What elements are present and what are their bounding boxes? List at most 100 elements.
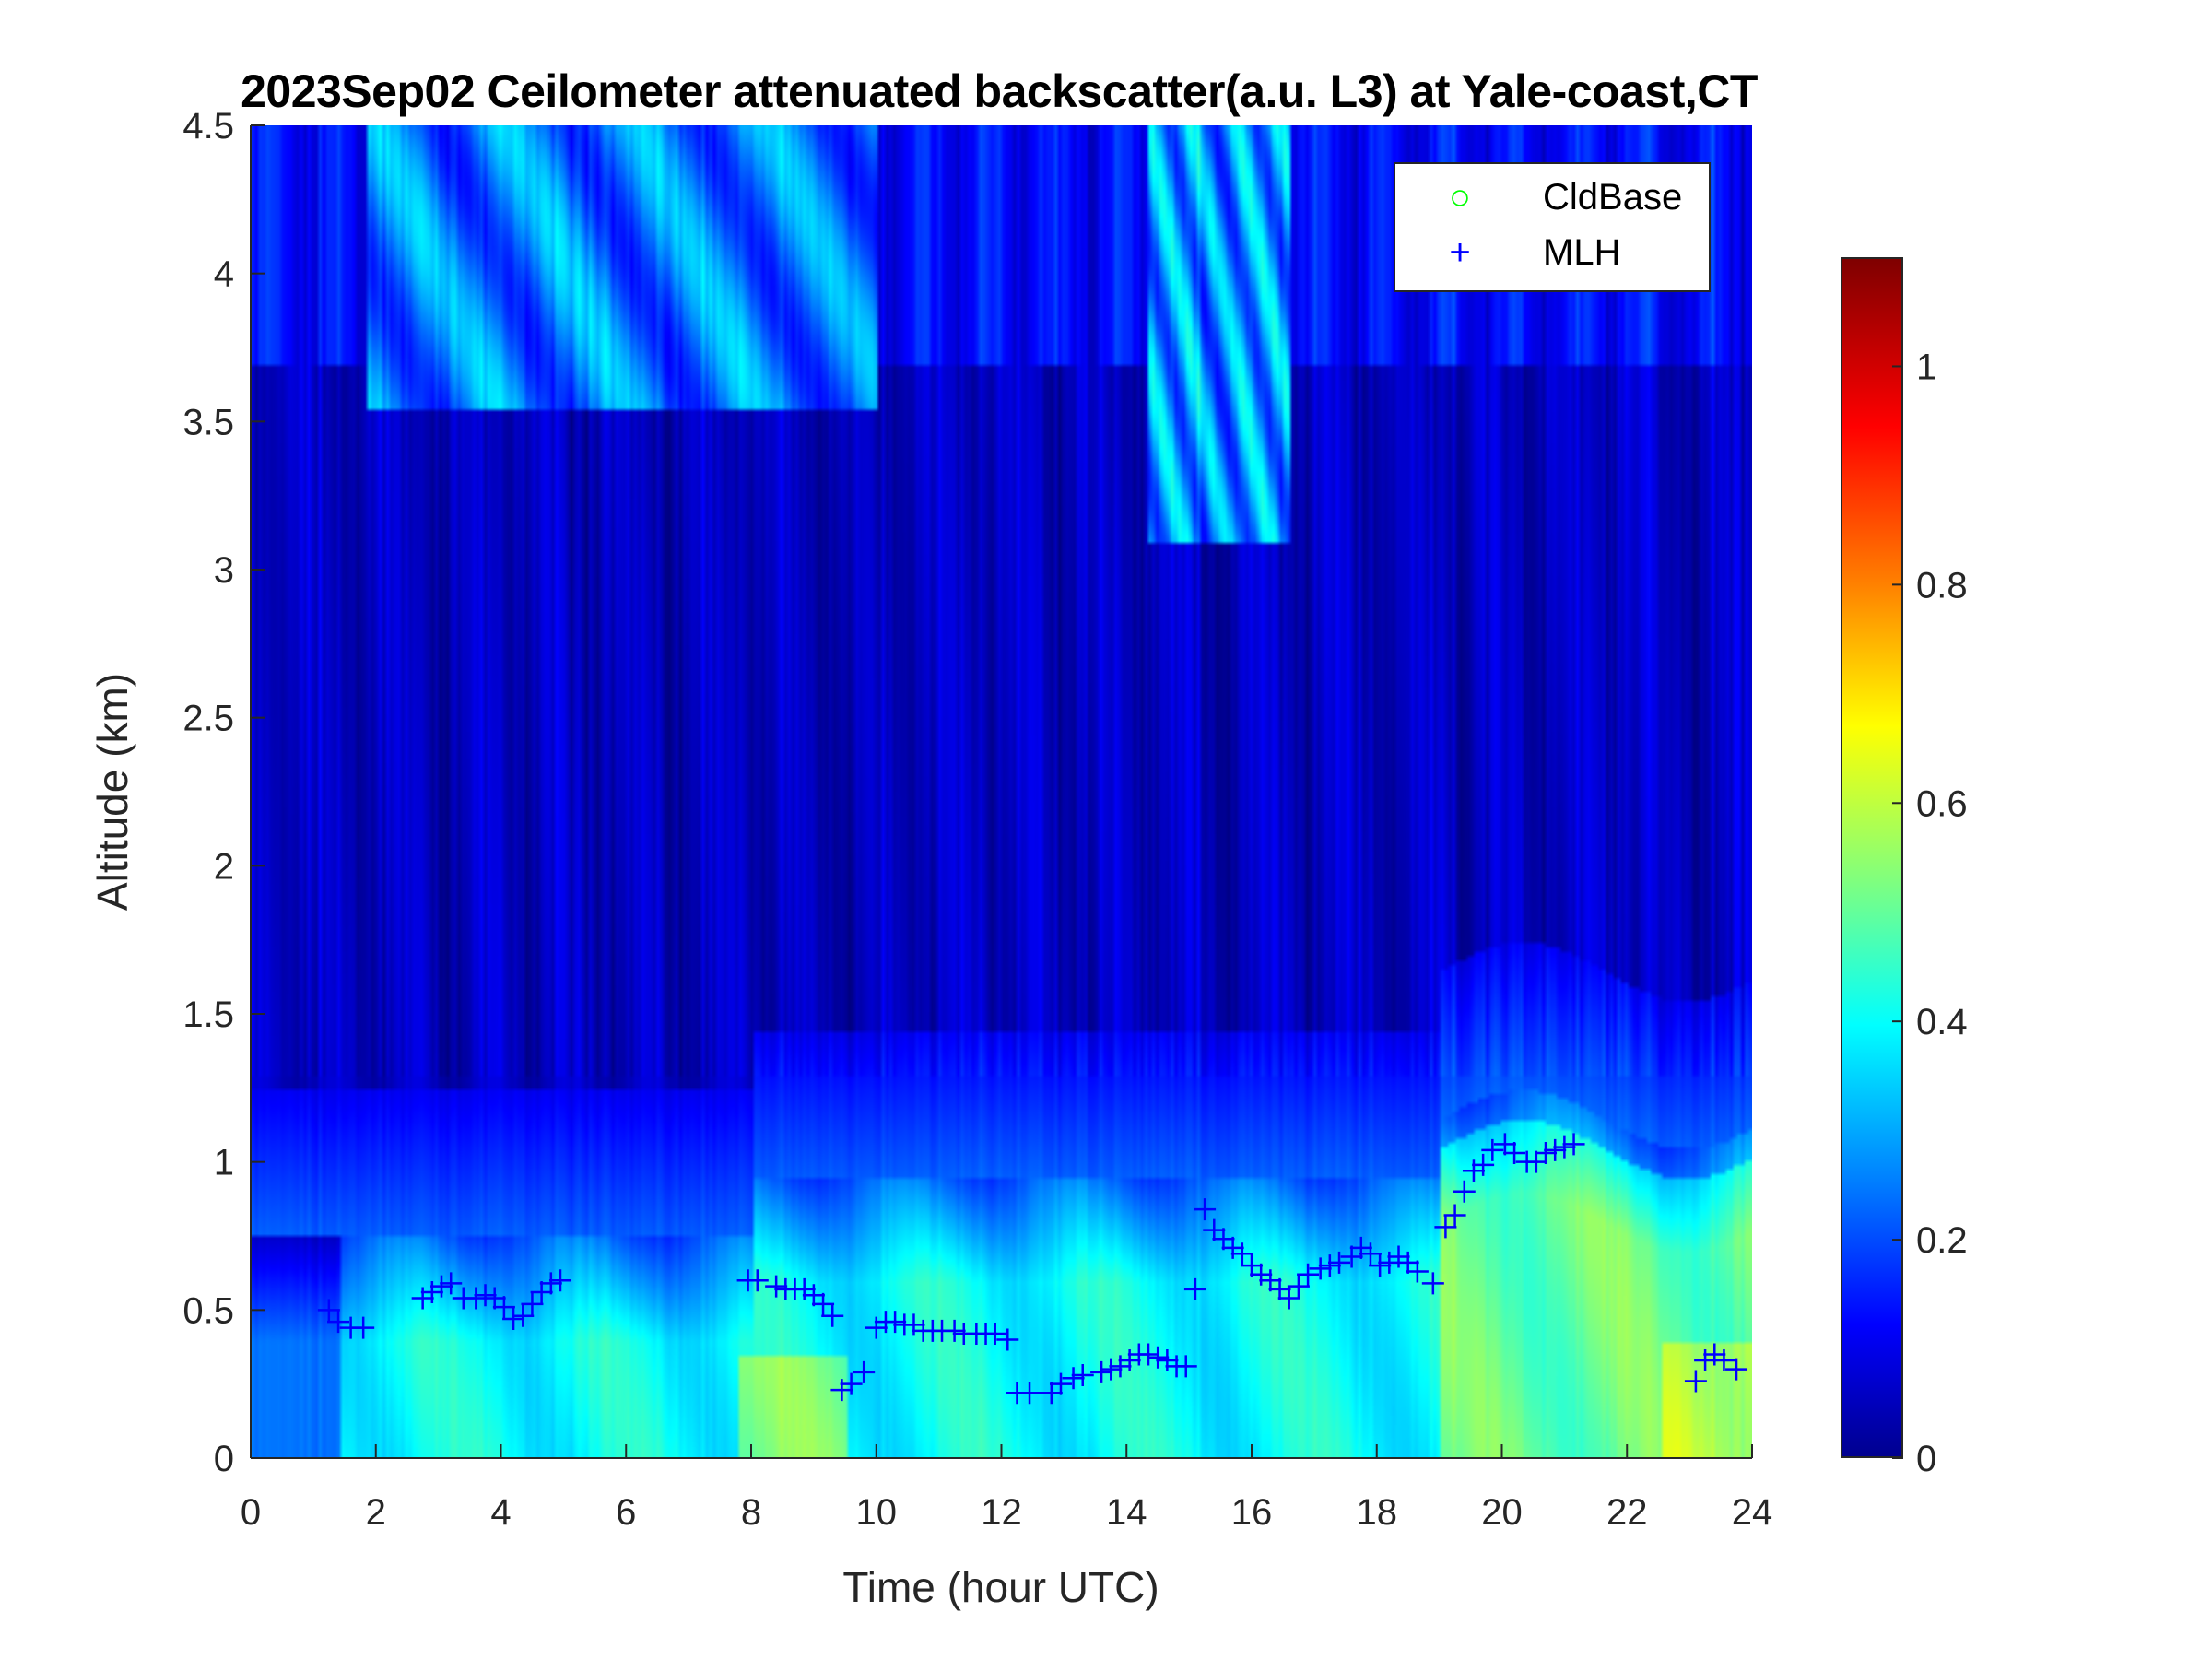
colorbar-tick-label: 0.6 bbox=[1916, 783, 1968, 824]
mlh-point bbox=[1212, 1228, 1235, 1251]
mlh-point bbox=[1493, 1133, 1516, 1156]
mlh-point bbox=[865, 1316, 888, 1339]
x-tick-label: 18 bbox=[1357, 1492, 1398, 1533]
mlh-point bbox=[812, 1292, 835, 1315]
mlh-point bbox=[1481, 1138, 1504, 1161]
x-tick-label: 22 bbox=[1606, 1492, 1648, 1533]
x-tick-label: 14 bbox=[1106, 1492, 1147, 1533]
mlh-point bbox=[483, 1287, 506, 1310]
y-tick-label: 3.5 bbox=[182, 402, 234, 442]
mlh-point bbox=[1349, 1236, 1372, 1259]
mlh-point bbox=[521, 1292, 544, 1315]
mlh-point bbox=[1396, 1251, 1419, 1274]
x-tick-label: 6 bbox=[616, 1492, 636, 1533]
mlh-point bbox=[943, 1319, 966, 1342]
mlh-point bbox=[502, 1307, 525, 1330]
mlh-point bbox=[1230, 1242, 1253, 1265]
y-axis-label: Altitude (km) bbox=[88, 673, 136, 911]
mlh-point bbox=[840, 1372, 863, 1395]
y-tick-label: 3 bbox=[214, 550, 234, 591]
mlh-point bbox=[1109, 1355, 1132, 1378]
x-tick-label: 20 bbox=[1481, 1492, 1523, 1533]
mlh-point bbox=[1684, 1370, 1707, 1393]
mlh-point bbox=[1156, 1348, 1179, 1371]
mlh-point bbox=[1241, 1254, 1263, 1277]
colorbar-tick-label: 0.4 bbox=[1916, 1002, 1968, 1042]
mlh-point bbox=[1137, 1343, 1160, 1366]
x-tick-label: 4 bbox=[490, 1492, 511, 1533]
mlh-point bbox=[1071, 1364, 1094, 1387]
mlh-point bbox=[1049, 1372, 1072, 1395]
x-tick-label: 12 bbox=[981, 1492, 1022, 1533]
x-tick-label: 24 bbox=[1732, 1492, 1773, 1533]
mlh-point bbox=[746, 1269, 769, 1292]
mlh-point bbox=[1472, 1153, 1495, 1176]
mlh-point bbox=[465, 1287, 488, 1310]
mlh-point bbox=[1174, 1355, 1197, 1378]
mlh-point bbox=[1443, 1204, 1466, 1227]
y-tick-label: 0 bbox=[214, 1439, 234, 1479]
mlh-point bbox=[983, 1323, 1006, 1346]
mlh-point bbox=[1018, 1382, 1041, 1405]
x-tick-label: 2 bbox=[366, 1492, 386, 1533]
mlh-point bbox=[1553, 1135, 1576, 1159]
legend-label: CldBase bbox=[1543, 177, 1683, 218]
mlh-point bbox=[1221, 1236, 1244, 1259]
mlh-point bbox=[1277, 1287, 1300, 1310]
mlh-point bbox=[821, 1304, 844, 1327]
mlh-point bbox=[1287, 1275, 1310, 1298]
legend-item-cldbase: ○ CldBase bbox=[1395, 177, 1709, 232]
legend: ○ CldBase + MLH bbox=[1394, 162, 1711, 292]
mlh-point bbox=[1369, 1254, 1392, 1277]
mlh-point bbox=[1421, 1272, 1444, 1295]
mlh-point bbox=[1268, 1277, 1291, 1300]
mlh-point bbox=[1309, 1257, 1332, 1280]
mlh-point bbox=[1562, 1133, 1585, 1156]
mlh-point bbox=[1453, 1180, 1476, 1203]
mlh-point bbox=[1194, 1198, 1217, 1221]
mlh-point bbox=[902, 1313, 925, 1336]
y-tick-label: 4.5 bbox=[182, 106, 234, 147]
x-axis-label: Time (hour UTC) bbox=[842, 1563, 1159, 1611]
mlh-point bbox=[1250, 1263, 1273, 1286]
mlh-point bbox=[1503, 1142, 1526, 1165]
mlh-point bbox=[1100, 1358, 1123, 1381]
y-tick-label: 1 bbox=[214, 1143, 234, 1183]
mlh-point bbox=[1259, 1269, 1282, 1292]
mlh-point bbox=[802, 1284, 825, 1307]
y-tick-label: 0.5 bbox=[182, 1290, 234, 1331]
mlh-point bbox=[420, 1281, 443, 1304]
mlh-point bbox=[1318, 1254, 1341, 1277]
colorbar-tick-label: 0.8 bbox=[1916, 565, 1968, 606]
mlh-point bbox=[492, 1296, 515, 1319]
colorbar bbox=[1841, 257, 1903, 1458]
mlh-point bbox=[1328, 1251, 1351, 1274]
y-tick-label: 1.5 bbox=[182, 994, 234, 1035]
colorbar-tick-label: 0 bbox=[1916, 1439, 1936, 1479]
mlh-point bbox=[430, 1275, 453, 1298]
mlh-point bbox=[1524, 1150, 1547, 1173]
x-tick-label: 0 bbox=[241, 1492, 261, 1533]
colorbar-tick-label: 0.2 bbox=[1916, 1220, 1968, 1261]
mlh-point bbox=[1725, 1358, 1748, 1381]
mlh-point bbox=[1387, 1245, 1410, 1268]
mlh-point bbox=[996, 1328, 1019, 1351]
mlh-point bbox=[1544, 1138, 1567, 1161]
x-tick-label: 8 bbox=[741, 1492, 761, 1533]
mlh-point bbox=[1297, 1263, 1320, 1286]
mlh-point bbox=[1040, 1382, 1063, 1405]
mlh-point bbox=[512, 1304, 535, 1327]
mlh-point bbox=[853, 1360, 876, 1383]
backscatter-heatmap bbox=[251, 125, 1752, 1458]
y-tick-label: 2.5 bbox=[182, 699, 234, 739]
mlh-point bbox=[327, 1311, 350, 1334]
circle-marker-icon: ○ bbox=[1448, 177, 1472, 218]
mlh-point bbox=[1535, 1142, 1558, 1165]
legend-item-mlh: + MLH bbox=[1395, 232, 1709, 288]
mlh-point bbox=[352, 1316, 375, 1339]
mlh-point bbox=[539, 1272, 562, 1295]
mlh-point bbox=[1147, 1346, 1170, 1369]
mlh-point bbox=[1183, 1277, 1206, 1300]
mlh-point bbox=[1462, 1159, 1485, 1182]
